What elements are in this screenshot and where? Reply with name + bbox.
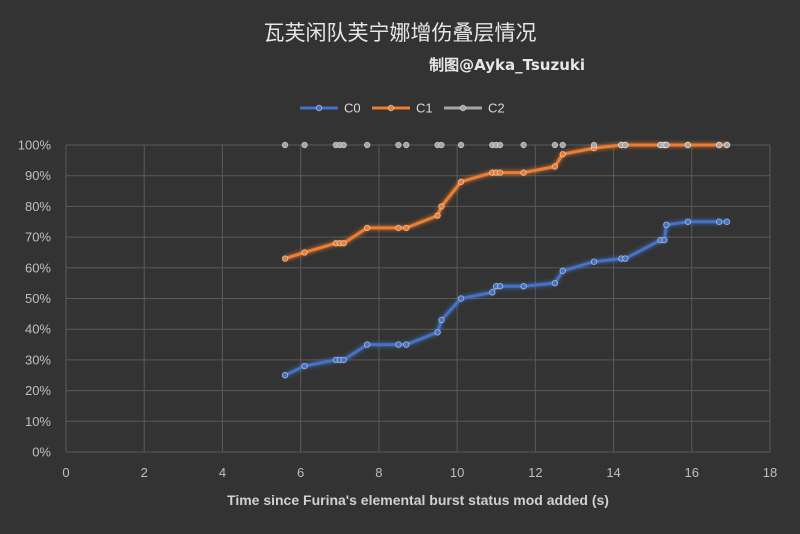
data-point [438, 316, 445, 324]
data-point [551, 279, 559, 287]
y-tick-label: 40% [25, 322, 51, 337]
x-tick-label: 2 [141, 465, 148, 480]
legend-item-c1: C1 [372, 101, 433, 116]
data-point [434, 329, 441, 336]
chart-subtitle: 制图@Ayka_Tsuzuki [429, 56, 585, 74]
data-point [363, 141, 371, 149]
data-point [395, 224, 402, 232]
data-point [395, 141, 402, 149]
data-point [301, 362, 308, 370]
data-point [489, 289, 496, 296]
data-point [301, 249, 308, 256]
x-tick-label: 8 [375, 465, 382, 480]
data-point [403, 141, 410, 149]
y-tick-label: 70% [25, 230, 51, 245]
data-point [684, 218, 692, 225]
data-point [496, 169, 504, 176]
data-point [559, 141, 566, 149]
data-point [281, 141, 289, 149]
y-tick-label: 20% [25, 383, 51, 398]
grid-lines [65, 144, 771, 453]
data-point [281, 255, 289, 262]
data-point [551, 163, 559, 170]
data-point [457, 141, 465, 149]
data-point [403, 224, 410, 232]
data-point [723, 141, 731, 149]
data-point [559, 267, 566, 275]
data-point [434, 212, 441, 219]
legend-marker [315, 104, 323, 112]
x-tick-label: 6 [297, 465, 304, 480]
y-tick-label: 10% [25, 414, 51, 429]
x-tick-label: 0 [62, 465, 69, 480]
data-point [457, 178, 465, 186]
y-tick-label: 60% [25, 260, 51, 275]
legend-marker [387, 104, 395, 112]
x-tick-label: 4 [219, 465, 226, 480]
y-axis-ticks: 0% 10% 20% 30% 40% 50% 60% 70% 80% 90% 100% [18, 138, 52, 460]
data-point [551, 141, 559, 149]
data-point [520, 169, 527, 176]
data-point [340, 240, 347, 247]
data-point [520, 283, 527, 290]
series-c0 [281, 218, 731, 379]
data-point [622, 255, 629, 262]
y-tick-label: 50% [25, 291, 51, 306]
data-point [363, 341, 371, 348]
y-tick-label: 100% [18, 138, 52, 153]
data-point [590, 258, 598, 265]
legend-marker [459, 104, 467, 112]
data-point [496, 141, 504, 149]
data-point [715, 141, 723, 149]
x-tick-label: 18 [763, 465, 777, 480]
x-tick-label: 10 [450, 465, 464, 480]
data-point [590, 141, 598, 149]
data-point [661, 236, 668, 244]
data-point [496, 283, 504, 290]
x-tick-label: 16 [685, 465, 699, 480]
data-point [340, 356, 347, 364]
series-c2 [281, 141, 731, 149]
data-point [403, 341, 410, 348]
x-axis-ticks: 0 2 4 6 8 10 12 14 16 18 [62, 465, 777, 480]
data-point [301, 141, 308, 149]
data-point [663, 141, 670, 149]
data-point [723, 218, 731, 225]
data-point [281, 372, 289, 379]
data-point [559, 151, 566, 158]
legend-item-c2: C2 [444, 101, 505, 116]
data-point [684, 141, 692, 149]
y-tick-label: 80% [25, 199, 51, 214]
chart-title: 瓦芙闲队芙宁娜增伤叠层情况 [264, 21, 537, 45]
y-tick-label: 30% [25, 352, 51, 367]
data-point [438, 141, 445, 149]
data-point [340, 141, 347, 149]
legend-label: C1 [416, 101, 433, 116]
data-point [395, 341, 402, 348]
legend-label: C0 [344, 101, 361, 116]
data-point [715, 218, 723, 225]
series-c1 [281, 141, 731, 262]
x-axis-title: Time since Furina's elemental burst stat… [227, 492, 609, 508]
data-point [663, 221, 670, 229]
data-point [457, 295, 465, 302]
x-tick-label: 12 [528, 465, 542, 480]
x-tick-label: 14 [606, 465, 620, 480]
legend: C0 C1 C2 [300, 101, 505, 116]
legend-label: C2 [488, 101, 505, 116]
data-point [363, 224, 371, 232]
y-tick-label: 0% [32, 445, 51, 460]
data-point [622, 141, 629, 149]
legend-item-c0: C0 [300, 101, 361, 116]
data-point [438, 203, 445, 210]
series-group [281, 141, 731, 379]
data-point [520, 141, 527, 149]
y-tick-label: 90% [25, 168, 51, 183]
